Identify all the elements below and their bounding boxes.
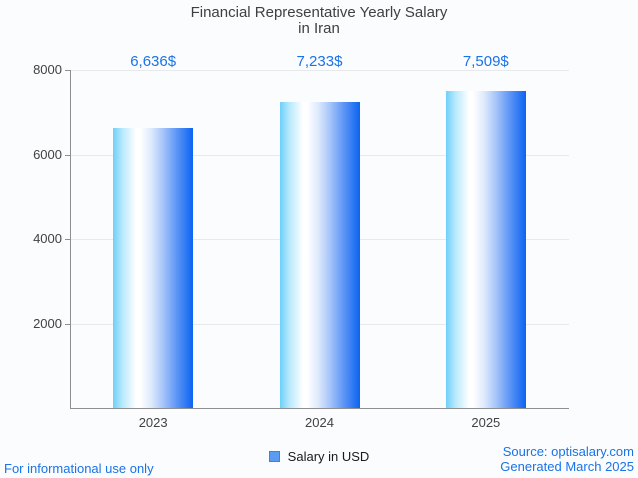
source-block: Source: optisalary.com Generated March 2… [500,444,634,474]
chart-title: Financial Representative Yearly Salary i… [0,5,638,37]
y-axis-tick [65,70,70,71]
bar-2024 [279,102,360,408]
y-tick-label: 6000 [33,146,62,162]
generated-text: Generated March 2025 [500,459,634,474]
y-tick-label: 8000 [33,62,62,77]
bar-2025 [445,90,526,408]
x-tick-label: 2023 [138,415,168,430]
x-tick-label: 2025 [471,415,501,430]
x-tick-label: 2024 [305,415,334,430]
legend: Salary in USD [0,449,638,464]
y-axis-line [70,70,71,408]
chart-title-line2: in Iran [298,20,340,37]
y-tick-label: 4000 [33,231,62,246]
bar-value-label: 7,233$ [296,53,343,70]
legend-marker-icon [268,451,280,462]
y-axis-tick [65,154,70,156]
y-tick-label: 2000 [33,315,62,331]
y-axis-tick [65,239,70,240]
x-axis-line [70,408,569,409]
chart-title-line1: Financial Representative Yearly Salary [190,4,448,21]
bar-2023 [113,127,194,408]
bar-value-label: 6,636$ [130,53,177,70]
gridline [70,70,569,71]
disclaimer-text: For informational use only [4,461,154,476]
source-text: Source: optisalary.com [502,444,634,459]
legend-label: Salary in USD [287,449,370,464]
bar-value-label: 7,509$ [462,53,509,70]
y-axis-tick [65,323,70,325]
